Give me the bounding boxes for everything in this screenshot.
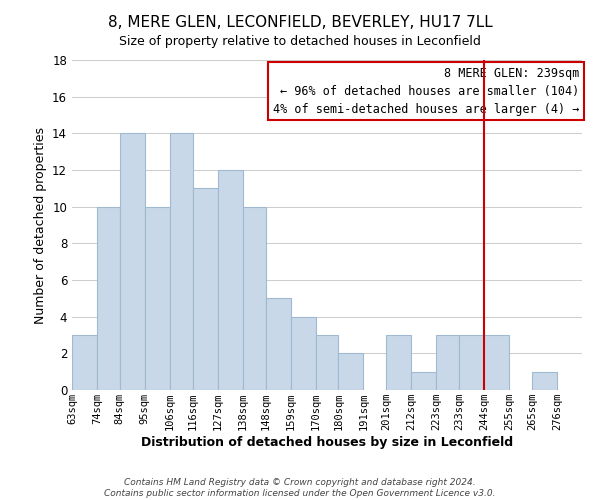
Text: Contains HM Land Registry data © Crown copyright and database right 2024.
Contai: Contains HM Land Registry data © Crown c… xyxy=(104,478,496,498)
Y-axis label: Number of detached properties: Number of detached properties xyxy=(34,126,47,324)
Text: Size of property relative to detached houses in Leconfield: Size of property relative to detached ho… xyxy=(119,35,481,48)
Bar xyxy=(145,206,170,390)
Bar xyxy=(484,335,509,390)
Bar xyxy=(411,372,436,390)
Bar xyxy=(316,335,338,390)
Bar xyxy=(243,206,266,390)
Bar xyxy=(290,316,316,390)
Bar xyxy=(218,170,243,390)
Bar xyxy=(193,188,218,390)
Bar xyxy=(266,298,290,390)
Bar xyxy=(386,335,411,390)
Bar xyxy=(170,134,193,390)
Bar xyxy=(338,354,364,390)
X-axis label: Distribution of detached houses by size in Leconfield: Distribution of detached houses by size … xyxy=(141,436,513,449)
Bar xyxy=(532,372,557,390)
Bar xyxy=(72,335,97,390)
Bar xyxy=(120,134,145,390)
Bar xyxy=(459,335,484,390)
Bar xyxy=(436,335,459,390)
Text: 8, MERE GLEN, LECONFIELD, BEVERLEY, HU17 7LL: 8, MERE GLEN, LECONFIELD, BEVERLEY, HU17… xyxy=(107,15,493,30)
Text: 8 MERE GLEN: 239sqm
← 96% of detached houses are smaller (104)
4% of semi-detach: 8 MERE GLEN: 239sqm ← 96% of detached ho… xyxy=(273,66,580,116)
Bar xyxy=(97,206,120,390)
